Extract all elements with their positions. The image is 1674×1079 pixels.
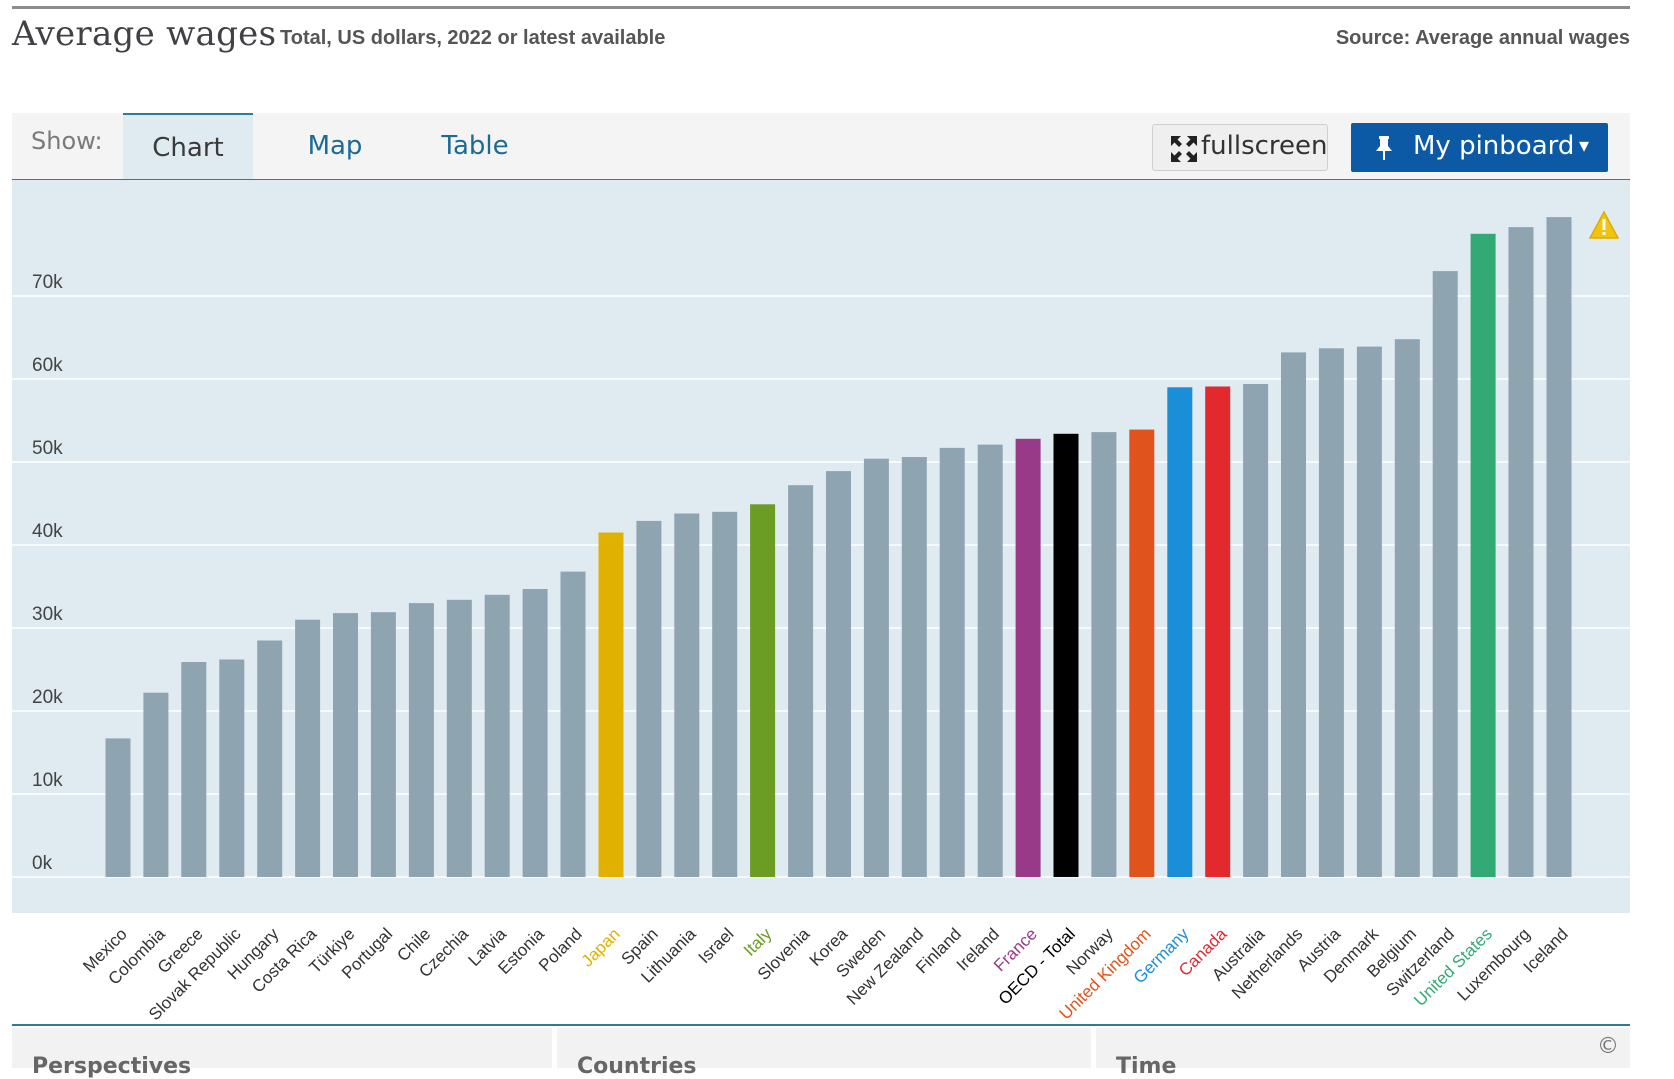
bar-czechia[interactable] bbox=[446, 599, 472, 877]
bar-t-rkiye[interactable] bbox=[333, 613, 358, 877]
page-title: Average wages bbox=[12, 14, 277, 54]
bar-belgium[interactable] bbox=[1394, 339, 1420, 877]
bar-spain[interactable] bbox=[636, 520, 662, 877]
fullscreen-button[interactable]: fullscreen bbox=[1152, 124, 1328, 171]
x-tick-label[interactable]: Poland bbox=[535, 924, 586, 975]
y-tick-label: 50k bbox=[32, 438, 63, 459]
bar-latvia[interactable] bbox=[484, 594, 510, 877]
perspectives-panel[interactable]: Perspectives bbox=[12, 1028, 552, 1079]
bar-norway[interactable] bbox=[1091, 432, 1117, 877]
bar-switzerland[interactable] bbox=[1432, 271, 1458, 878]
bar-netherlands[interactable] bbox=[1281, 352, 1306, 877]
show-label: Show: bbox=[31, 127, 103, 155]
bar-mexico[interactable] bbox=[105, 738, 131, 877]
page-subtitle: Total, US dollars, 2022 or latest availa… bbox=[280, 27, 666, 49]
bar-france[interactable] bbox=[1015, 438, 1041, 877]
plot-area bbox=[12, 180, 1630, 913]
bar-korea[interactable] bbox=[826, 471, 851, 877]
copyright-icon: © bbox=[1597, 1034, 1619, 1059]
top-rule bbox=[12, 6, 1630, 9]
bar-lithuania[interactable] bbox=[674, 513, 700, 878]
bar-portugal[interactable] bbox=[370, 612, 396, 877]
y-tick-label: 0k bbox=[32, 853, 53, 874]
y-tick-label: 30k bbox=[32, 604, 63, 625]
pinboard-button[interactable]: My pinboard ▾ bbox=[1351, 123, 1608, 172]
countries-label: Countries bbox=[577, 1054, 697, 1079]
bar-new-zealand[interactable] bbox=[901, 457, 927, 877]
bar-israel[interactable] bbox=[712, 511, 738, 877]
bar-slovenia[interactable] bbox=[788, 485, 814, 877]
y-tick-label: 40k bbox=[32, 521, 63, 542]
y-tick-label: 20k bbox=[32, 687, 63, 708]
time-label: Time bbox=[1116, 1054, 1177, 1079]
pinboard-label: My pinboard bbox=[1413, 131, 1575, 161]
bar-sweden[interactable] bbox=[863, 458, 889, 877]
expand-icon bbox=[1171, 136, 1197, 162]
tab-chart[interactable]: Chart bbox=[123, 113, 253, 179]
bar-italy[interactable] bbox=[750, 504, 776, 877]
bar-chart: 0k 10k 20k 30k 40k 50k 60k 70k MexicoColombiaGr… bbox=[12, 180, 1630, 1024]
bar-united-states[interactable] bbox=[1470, 233, 1496, 878]
y-axis-labels: 0k 10k 20k 30k 40k 50k 60k 70k bbox=[32, 272, 63, 874]
bar-colombia[interactable] bbox=[143, 692, 169, 877]
bar-canada[interactable] bbox=[1205, 386, 1231, 878]
bar-oecd-total[interactable] bbox=[1053, 433, 1079, 877]
source-label[interactable]: Source: Average annual wages bbox=[1335, 27, 1630, 49]
bar-luxembourg[interactable] bbox=[1508, 227, 1534, 878]
bar-series bbox=[105, 217, 1572, 878]
countries-panel[interactable]: Countries bbox=[557, 1028, 1091, 1079]
bar-hungary[interactable] bbox=[257, 640, 283, 878]
tab-table[interactable]: Table bbox=[441, 131, 509, 161]
time-panel[interactable]: Time bbox=[1096, 1028, 1630, 1079]
bar-germany[interactable] bbox=[1167, 387, 1193, 877]
footer-rule bbox=[12, 1024, 1630, 1026]
x-tick-label[interactable]: Israel bbox=[695, 924, 738, 967]
bar-japan[interactable] bbox=[598, 532, 624, 878]
y-tick-label: 60k bbox=[32, 355, 63, 376]
bar-iceland[interactable] bbox=[1546, 217, 1572, 878]
bar-denmark[interactable] bbox=[1356, 346, 1382, 878]
view-tabbar: Show: Chart Map Table fullscreen My pinb… bbox=[12, 113, 1630, 180]
chevron-down-icon: ▾ bbox=[1579, 133, 1590, 157]
tab-map[interactable]: Map bbox=[307, 131, 363, 161]
warning-triangle-icon[interactable] bbox=[1588, 210, 1620, 239]
y-tick-label: 70k bbox=[32, 272, 63, 293]
fullscreen-label: fullscreen bbox=[1201, 131, 1328, 161]
bar-estonia[interactable] bbox=[522, 589, 548, 877]
bar-finland[interactable] bbox=[939, 447, 965, 877]
x-tick-label[interactable]: Japan bbox=[578, 924, 624, 970]
bar-ireland[interactable] bbox=[977, 444, 1003, 877]
perspectives-label: Perspectives bbox=[32, 1054, 192, 1079]
bar-greece[interactable] bbox=[181, 662, 207, 877]
bar-poland[interactable] bbox=[560, 571, 586, 877]
bar-australia[interactable] bbox=[1243, 384, 1269, 877]
y-tick-label: 10k bbox=[32, 770, 63, 791]
bar-costa-rica[interactable] bbox=[295, 619, 321, 877]
bar-slovak-republic[interactable] bbox=[219, 659, 245, 878]
bar-austria[interactable] bbox=[1318, 348, 1344, 877]
bar-chile[interactable] bbox=[408, 603, 434, 877]
bar-united-kingdom[interactable] bbox=[1129, 429, 1155, 877]
pin-icon bbox=[1376, 136, 1392, 160]
